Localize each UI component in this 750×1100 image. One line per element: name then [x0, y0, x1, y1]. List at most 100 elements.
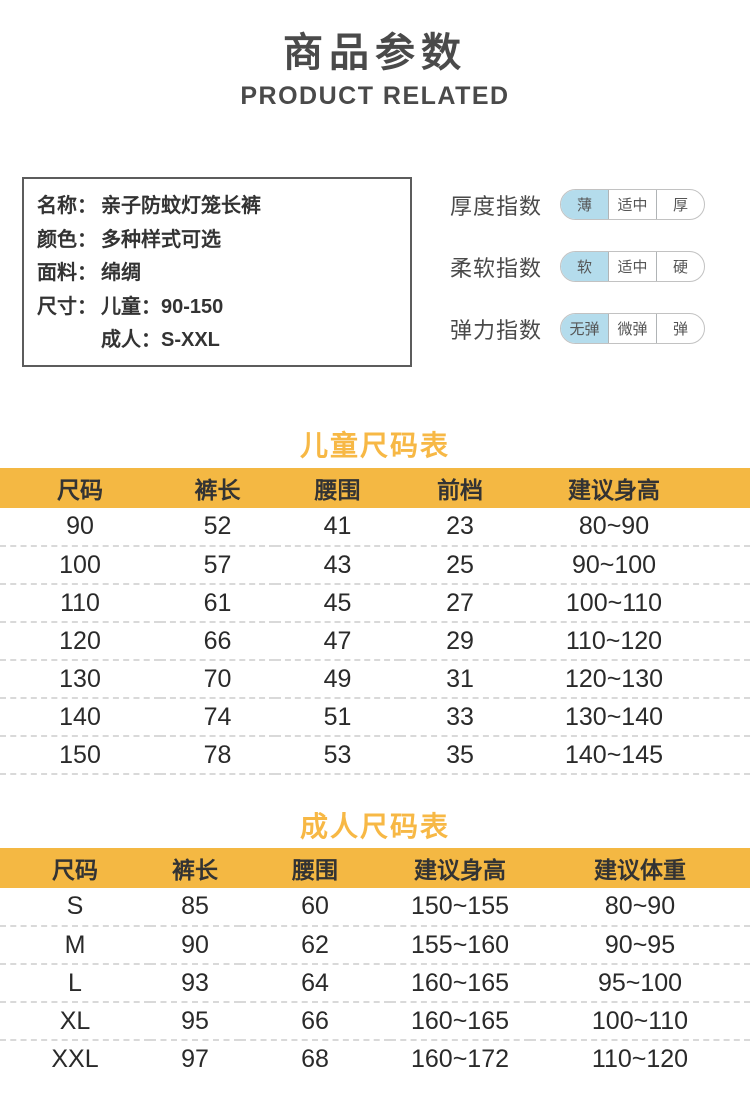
- info-label: [37, 324, 101, 358]
- table-row: M 90 62 155~160 90~95: [0, 926, 750, 965]
- scale-option-selected: 无弹: [561, 314, 610, 343]
- cell-waist: 41: [275, 508, 400, 547]
- cell-suggested-weight: 100~110: [530, 1002, 750, 1041]
- cell-front-rise: 27: [400, 584, 520, 623]
- cell-size: 100: [0, 546, 160, 585]
- cell-suggested-height: 110~120: [520, 622, 750, 661]
- cell-front-rise: 29: [400, 622, 520, 661]
- cell-suggested-height: 155~160: [390, 926, 530, 965]
- product-info-box: 名称： 亲子防蚊灯笼长裤 颜色： 多种样式可选 面料： 绵绸 尺寸： 儿童：90…: [22, 177, 412, 367]
- header-cell-waist: 腰围: [275, 468, 400, 508]
- cell-size: S: [0, 888, 150, 927]
- cell-front-rise: 25: [400, 546, 520, 585]
- header-cell-size: 尺码: [0, 468, 160, 508]
- cell-front-rise: 31: [400, 660, 520, 699]
- scale-option: 硬: [673, 259, 689, 276]
- scale-option-selected: 软: [561, 252, 610, 281]
- scale-option: 弹: [673, 321, 689, 338]
- scale-option: 厚: [673, 197, 689, 214]
- header-cell-waist: 腰围: [240, 848, 390, 888]
- cell-suggested-weight: 80~90: [530, 888, 750, 927]
- cell-waist: 68: [301, 1045, 329, 1073]
- cell-size: L: [0, 964, 150, 1003]
- cell-suggested-height: 100~110: [520, 584, 750, 623]
- cell-size: XL: [0, 1002, 150, 1041]
- info-value: 亲子防蚊灯笼长裤: [101, 195, 261, 217]
- cell-suggested-height: 160~172: [410, 1045, 510, 1073]
- cell-size: 120: [0, 622, 160, 661]
- cell-size: 110: [0, 584, 160, 623]
- elasticity-scale: 无弹 微弹 弹: [560, 313, 706, 344]
- cell-pant-length: 61: [160, 584, 275, 623]
- cell-waist: 45: [275, 584, 400, 623]
- info-value: 绵绸: [101, 262, 141, 284]
- cell-suggested-weight: 95~100: [530, 964, 750, 1003]
- cell-waist: 53: [275, 736, 400, 775]
- header-cell-suggested-height: 建议身高: [390, 848, 530, 888]
- table-row: 90 52 41 23 80~90: [0, 508, 750, 547]
- elasticity-index-row: 弹力指数 无弹 微弹 弹: [450, 313, 730, 344]
- thickness-scale: 薄 适中 厚: [560, 189, 706, 220]
- cell-suggested-height: 120~130: [520, 660, 750, 699]
- cell-suggested-height: 160~165: [390, 964, 530, 1003]
- cell-size: 130: [0, 660, 160, 699]
- table-row: 100 57 43 25 90~100: [0, 546, 750, 585]
- cell-pant-length: 52: [160, 508, 275, 547]
- cell-waist: 43: [275, 546, 400, 585]
- adult-size-table: 尺码 裤长 腰围 建议身高 建议体重 S 85 60 150~155 80~90…: [0, 848, 750, 1078]
- softness-index-row: 柔软指数 软 适中 硬: [450, 251, 730, 282]
- scale-option: 适中: [609, 252, 658, 281]
- elasticity-index-label: 弹力指数: [450, 317, 543, 343]
- index-panel: 厚度指数 薄 适中 厚 柔软指数 软 适中 硬 弹力指数 无弹 微弹 弹: [450, 189, 730, 375]
- table-row: XL 95 66 160~165 100~110: [0, 1002, 750, 1041]
- cell-pant-length: 97: [181, 1045, 209, 1073]
- cell-pant-length: 57: [160, 546, 275, 585]
- info-label: 颜色：: [37, 228, 97, 251]
- cell-suggested-height: 150~155: [390, 888, 530, 927]
- kids-table-title: 儿童尺码表: [299, 430, 450, 461]
- cell-suggested-height: 160~165: [390, 1002, 530, 1041]
- cell-pant-length: 74: [160, 698, 275, 737]
- adult-table-title: 成人尺码表: [299, 811, 450, 842]
- cell-size: XXL: [51, 1045, 99, 1073]
- cell-pant-length: 70: [160, 660, 275, 699]
- table-row: S 85 60 150~155 80~90: [0, 888, 750, 927]
- info-value: 多种样式可选: [101, 228, 221, 251]
- table-row: 150 78 53 35 140~145: [0, 736, 750, 775]
- cell-waist: 64: [240, 964, 390, 1003]
- thickness-index-row: 厚度指数 薄 适中 厚: [450, 189, 730, 220]
- cell-suggested-height: 140~145: [520, 736, 750, 775]
- header-cell-front-rise: 前档: [400, 468, 520, 508]
- cell-waist: 62: [240, 926, 390, 965]
- header-cell-size: 尺码: [0, 848, 150, 888]
- table-row: L 93 64 160~165 95~100: [0, 964, 750, 1003]
- header-cell-suggested-height: 建议身高: [520, 468, 750, 508]
- scale-option: 适中: [609, 190, 658, 219]
- table-row: 110 61 45 27 100~110: [0, 584, 750, 623]
- cell-waist: 60: [240, 888, 390, 927]
- cell-pant-length: 90: [150, 926, 240, 965]
- cell-suggested-height: 80~90: [520, 508, 750, 547]
- cell-size: 140: [0, 698, 160, 737]
- info-value: 成人：S-XXL: [101, 329, 220, 351]
- cell-waist: 47: [275, 622, 400, 661]
- cell-pant-length: 85: [150, 888, 240, 927]
- cell-size: M: [0, 926, 150, 965]
- cell-suggested-height: 130~140: [520, 698, 750, 737]
- cell-size: 150: [0, 736, 160, 775]
- table-row: 120 66 47 29 110~120: [0, 622, 750, 661]
- cell-suggested-height: 90~100: [520, 546, 750, 585]
- cell-suggested-weight: 110~120: [591, 1045, 689, 1073]
- softness-index-label: 柔软指数: [450, 255, 543, 281]
- info-label: 面料：: [37, 262, 97, 284]
- table-row: 140 74 51 33 130~140: [0, 698, 750, 737]
- info-row-size-kids: 尺寸： 儿童：90-150: [37, 291, 402, 325]
- page-title: 商品参数: [283, 31, 467, 75]
- table-row: 130 70 49 31 120~130: [0, 660, 750, 699]
- info-row-name: 名称： 亲子防蚊灯笼长裤: [37, 190, 402, 224]
- kids-table-header-row: 尺码 裤长 腰围 前档 建议身高: [0, 468, 750, 508]
- thickness-index-label: 厚度指数: [450, 193, 543, 219]
- cell-pant-length: 66: [160, 622, 275, 661]
- cell-front-rise: 23: [400, 508, 520, 547]
